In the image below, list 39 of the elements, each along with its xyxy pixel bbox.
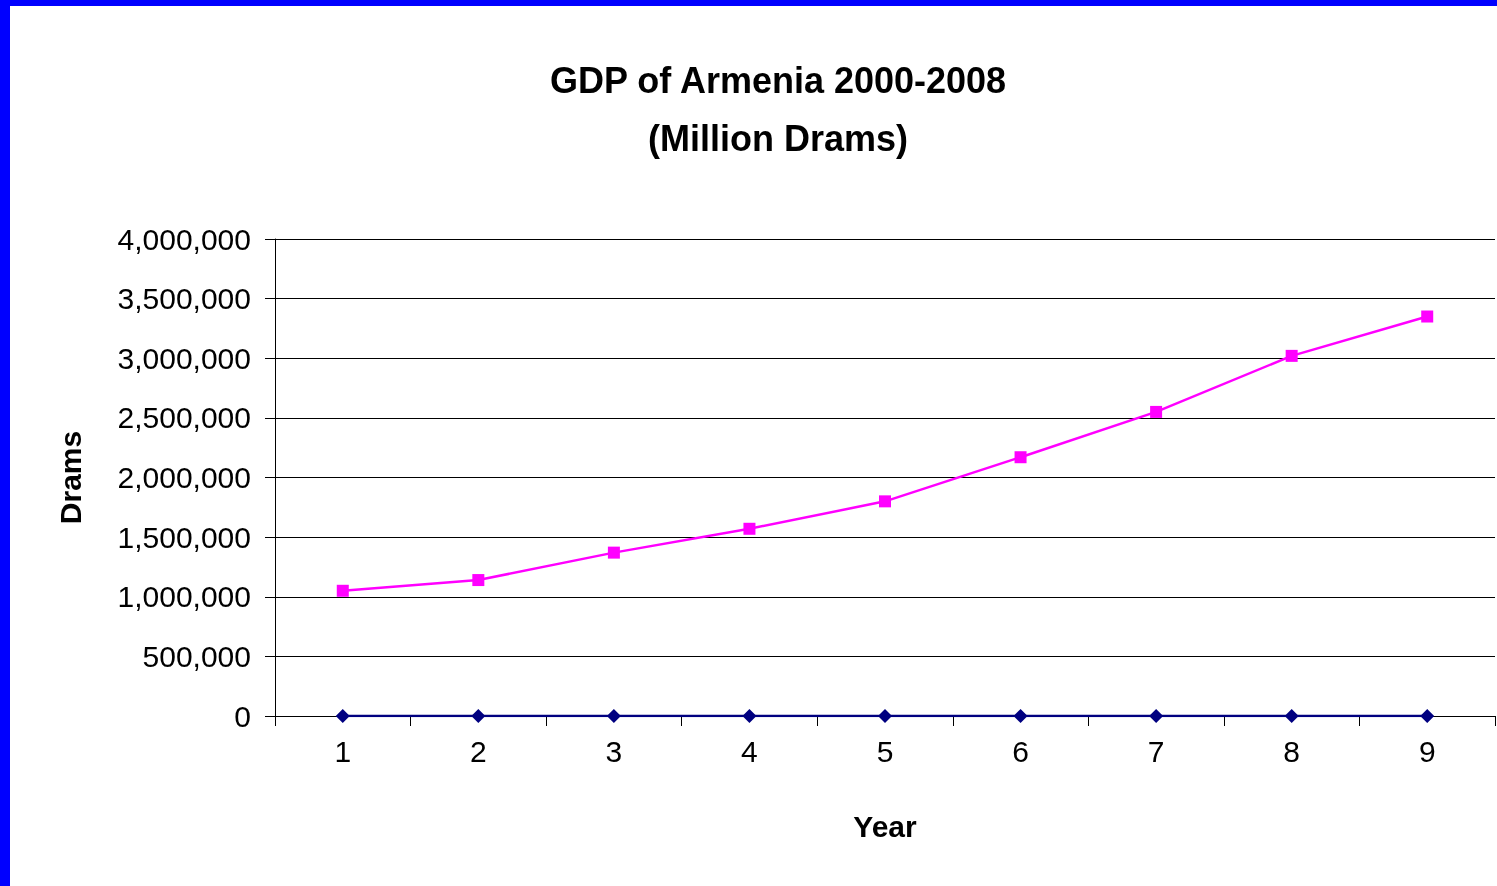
point xyxy=(1149,709,1164,723)
point xyxy=(472,574,485,587)
point xyxy=(336,584,349,597)
x-axis-title: Year xyxy=(853,809,918,843)
y-axis-title: Drams xyxy=(53,430,87,525)
y-tick-label: 2,000,000 xyxy=(117,461,251,494)
y-tick-label: 0 xyxy=(234,699,251,733)
x-tick-label: 4 xyxy=(741,734,758,768)
y-tick-label: 3,500,000 xyxy=(117,282,251,316)
y-tick-label: 1,000,000 xyxy=(117,580,251,614)
point xyxy=(335,709,350,723)
point xyxy=(742,709,757,723)
x-tick-label: 7 xyxy=(1147,734,1165,768)
point xyxy=(606,709,621,723)
point xyxy=(743,522,756,535)
point xyxy=(1014,451,1027,464)
point xyxy=(1421,310,1434,323)
y-tick-label: 3,000,000 xyxy=(117,341,251,375)
x-tick-label: 9 xyxy=(1418,734,1436,768)
x-tick-label: 3 xyxy=(605,734,623,768)
y-tick-label: 1,500,000 xyxy=(117,520,251,554)
x-tick-label: 2 xyxy=(469,734,487,768)
x-tick-label: 5 xyxy=(876,734,894,768)
point xyxy=(471,709,486,723)
x-tick-label: 1 xyxy=(334,734,352,768)
y-tick-label: 2,500,000 xyxy=(117,401,251,435)
point xyxy=(1284,709,1299,723)
chart-title: GDP of Armenia 2000-2008 (Million Drams) xyxy=(549,59,1007,159)
point xyxy=(878,709,892,723)
x-tick-label: 8 xyxy=(1283,734,1301,768)
point xyxy=(1013,709,1028,723)
point xyxy=(1150,405,1163,418)
y-tick-label: 500,000 xyxy=(142,639,251,673)
point xyxy=(1285,349,1298,362)
point xyxy=(1420,709,1435,723)
point xyxy=(879,495,891,508)
point xyxy=(607,546,620,559)
y-tick-label: 4,000,000 xyxy=(117,222,251,256)
x-tick-label: 6 xyxy=(1012,734,1029,768)
